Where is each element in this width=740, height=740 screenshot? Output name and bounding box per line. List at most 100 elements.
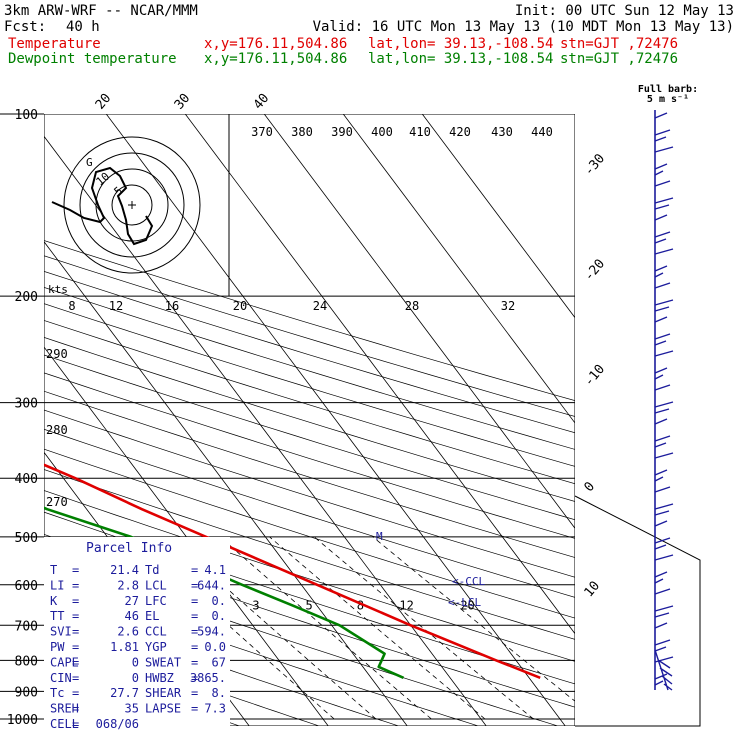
wind-barb	[654, 673, 668, 686]
mixing-ratio-label-12: 12	[399, 599, 413, 613]
mixing-ratio-5	[219, 536, 432, 720]
wind-barb	[654, 571, 668, 584]
theta-label-270: 270	[46, 495, 68, 509]
parcel-left-key-k: K	[50, 594, 58, 608]
annotation-m: M	[376, 530, 383, 543]
wind-barb	[654, 486, 671, 493]
forecast-hour: 40 h	[66, 19, 100, 35]
parcel-right-eq-2: =	[191, 594, 198, 608]
dry-adiabat-430	[44, 286, 575, 450]
hodograph-ring-label-12: 12	[109, 299, 123, 313]
wind-barb	[654, 350, 674, 357]
theta-label-290: 290	[46, 347, 68, 361]
forecast-label: Fcst:	[4, 19, 47, 35]
parcel-left-key-li: LI	[50, 578, 64, 592]
hodograph-trace	[51, 166, 154, 246]
parcel-right-key-ccl: CCL	[145, 625, 167, 639]
parcel-right-val-lcl: 644.	[197, 578, 226, 592]
wind-barb	[654, 418, 668, 425]
dewpoint-latlon: lat,lon= 39.13,-108.54	[368, 51, 554, 67]
wind-barb	[654, 248, 674, 255]
theta-label-430: 430	[491, 125, 513, 139]
parcel-right-eq-6: =	[191, 655, 198, 669]
isotherm-label--10: -10	[582, 362, 609, 390]
wind-barb	[654, 452, 674, 459]
wind-barb	[654, 197, 674, 210]
dry-adiabat-450	[44, 255, 575, 417]
isotherm--10	[44, 346, 329, 726]
parcel-right-eq-9: =	[191, 702, 198, 716]
lower-right-frame	[574, 495, 701, 727]
wind-barb-surface	[654, 649, 673, 691]
parcel-right-eq-7: =	[191, 671, 198, 685]
parcel-right-eq-3: =	[191, 609, 198, 623]
parcel-left-eq-7: =	[72, 671, 79, 685]
wind-barb	[654, 639, 671, 652]
parcel-left-eq-10: =	[72, 717, 79, 731]
parcel-left-eq-3: =	[72, 609, 79, 623]
parcel-right-val-ygp: 0.0	[204, 640, 226, 654]
parcel-left-eq-9: =	[72, 702, 79, 716]
parcel-right-key-shear: SHEAR	[145, 686, 182, 700]
theta-label-280: 280	[46, 423, 68, 437]
isotherm-20	[105, 114, 566, 726]
dewpoint-legend: Dewpoint temperature	[8, 51, 177, 67]
hodograph-ring-3	[63, 136, 201, 274]
mixing-ratio-label-5: 5	[305, 599, 312, 613]
parcel-right-eq-5: =	[191, 640, 198, 654]
dry-adiabat-340	[44, 448, 575, 619]
dry-adiabat-390	[44, 354, 575, 521]
parcel-right-val-hwbz: 3865.	[190, 671, 226, 685]
wind-barb	[654, 367, 668, 380]
wind-barb	[654, 265, 668, 278]
wind-barb	[654, 146, 674, 153]
isotherm--50	[0, 114, 17, 732]
dry-adiabat-460	[44, 240, 575, 402]
temperature-legend: Temperature	[8, 36, 101, 52]
parcel-left-key-t: T	[50, 563, 57, 577]
wind-barb	[654, 180, 671, 187]
parcel-right-val-ccl: 594.	[197, 625, 226, 639]
dry-adiabat-420	[44, 303, 575, 467]
parcel-left-val-tc: 27.7	[110, 686, 139, 700]
parcel-right-eq-0: =	[191, 563, 198, 577]
parcel-left-val-sreh: 35	[125, 702, 139, 716]
parcel-left-key-pw: PW	[50, 640, 65, 654]
hodograph-ring-label-20: 20	[233, 299, 247, 313]
parcel-right-eq-1: =	[191, 578, 198, 592]
parcel-right-key-td: Td	[145, 563, 159, 577]
parcel-left-val-k: 27	[125, 594, 139, 608]
parcel-left-key-sreh: SREH	[50, 702, 79, 716]
temperature-latlon: lat,lon= 39.13,-108.54	[368, 36, 554, 52]
parcel-info-title: Parcel Info	[86, 541, 172, 556]
parcel-right-key-lfc: LFC	[145, 594, 167, 608]
wind-barb	[654, 503, 674, 516]
wind-barb	[654, 469, 668, 482]
pressure-label-800: 800	[15, 654, 38, 669]
pressure-label-1000: 1000	[7, 713, 38, 728]
parcel-right-key-lcl: LCL	[145, 578, 167, 592]
theta-label-370: 370	[251, 125, 273, 139]
parcel-left-val-cape: 0	[132, 655, 139, 669]
parcel-left-key-tt: TT	[50, 609, 64, 623]
hodograph-label-g: G	[86, 156, 93, 169]
isotherm-label-40: 40	[251, 91, 273, 113]
dewpoint-xy: x,y=176.11,504.86	[204, 51, 348, 67]
theta-label-400: 400	[371, 125, 393, 139]
wind-barb	[654, 605, 674, 618]
wind-barb	[654, 384, 671, 391]
wind-legend-units: 5 m s⁻¹	[647, 94, 689, 105]
parcel-right-eq-4: =	[191, 625, 198, 639]
dry-adiabat-280	[44, 580, 480, 726]
isotherm-0	[44, 240, 408, 726]
isotherm-40	[263, 114, 575, 530]
parcel-right-val-sweat: 67	[212, 655, 226, 669]
pressure-label-400: 400	[15, 472, 38, 487]
parcel-left-key-tc: Tc	[50, 686, 64, 700]
dry-adiabat-360	[44, 409, 575, 578]
pressure-label-300: 300	[15, 397, 38, 412]
parcel-right-key-el: EL	[145, 609, 159, 623]
hodograph-ring-label-28: 28	[405, 299, 419, 313]
dry-adiabat-350	[44, 428, 575, 598]
